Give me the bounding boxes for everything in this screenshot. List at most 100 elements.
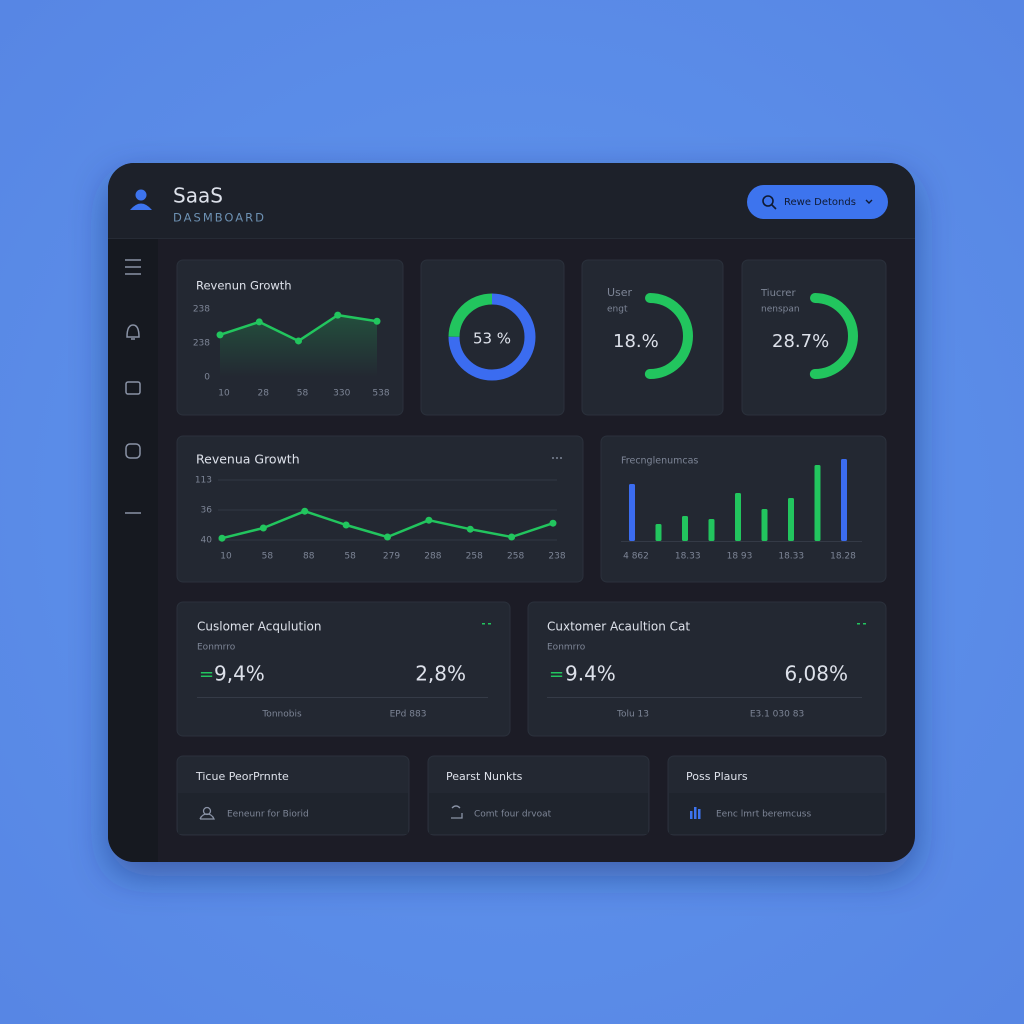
- panel-regions: [108, 163, 915, 862]
- x-tick-label: 18.33: [675, 552, 701, 562]
- tile-title: Ticue PeorPrnnte: [195, 770, 289, 783]
- line-point: [216, 331, 224, 339]
- card-acquisition: [176, 601, 511, 737]
- x-tick-label: 58: [262, 552, 274, 562]
- bell-icon[interactable]: [126, 324, 140, 340]
- bar: [841, 459, 847, 541]
- card-subtitle: Eonmrro: [547, 643, 586, 653]
- metric-sign: =: [549, 664, 564, 685]
- metric-right: 2,8%: [415, 662, 466, 686]
- metric-left: 9,4%: [214, 662, 265, 686]
- line-area: [220, 315, 377, 377]
- card-title: Frecnglenumcas: [621, 456, 698, 467]
- bar: [735, 493, 741, 541]
- tile[interactable]: Poss Plaurs Eenc lmrt beremcuss: [667, 755, 887, 836]
- card-revenue-large: [176, 435, 584, 583]
- card-title: Revenun Growth: [196, 279, 292, 293]
- x-tick-label: 4 862: [623, 552, 649, 562]
- tile-band: [429, 793, 648, 834]
- bar: [788, 498, 794, 541]
- card-subtitle: Eonmrro: [197, 643, 236, 653]
- x-tick-label: 28: [258, 389, 270, 399]
- image-icon[interactable]: [125, 381, 141, 395]
- more-icon[interactable]: [482, 623, 491, 625]
- y-tick-label: 238: [193, 339, 210, 349]
- tile-text: Comt four drvoat: [474, 810, 552, 820]
- line-point: [218, 534, 226, 542]
- x-tick-label: 58: [297, 389, 309, 399]
- x-tick-label: 58: [344, 552, 356, 562]
- more-icon[interactable]: [857, 623, 866, 625]
- button-label[interactable]: Rewe Detonds: [784, 197, 856, 208]
- line-point: [255, 318, 263, 326]
- kpi-value: 18.%: [613, 331, 659, 352]
- card-title: Revenua Growth: [196, 452, 300, 467]
- x-tick-label: 258: [466, 552, 483, 562]
- line-point: [384, 533, 391, 541]
- metric-right: 6,08%: [784, 662, 848, 686]
- y-tick-label: 36: [201, 506, 213, 516]
- x-tick-label: 238: [548, 552, 565, 562]
- y-tick-label: 113: [195, 476, 212, 486]
- card-acquisition-cost: [527, 601, 887, 737]
- card-title: Cuxtomer Acaultion Cat: [547, 620, 690, 634]
- menu-icon[interactable]: [125, 259, 141, 275]
- line-point: [549, 519, 557, 527]
- x-tick-label: 88: [303, 552, 315, 562]
- x-tick-label: 18.33: [778, 552, 804, 562]
- x-tick-label: 330: [333, 389, 350, 399]
- search-icon-handle: [771, 204, 777, 210]
- line-point: [334, 311, 342, 319]
- tile[interactable]: Pearst Nunkts Comt four drvoat: [427, 755, 650, 836]
- kpi-subtitle: nenspan: [761, 305, 800, 315]
- card-user: [581, 259, 724, 416]
- line-point: [508, 533, 516, 541]
- metric-left: 9.4%: [565, 662, 616, 686]
- x-tick-label: 18 93: [727, 552, 753, 562]
- sidebar-icons[interactable]: [125, 259, 141, 514]
- tile[interactable]: Ticue PeorPrnnte Eeneunr for Biorid: [176, 755, 410, 836]
- app-title: SaaS: [173, 184, 223, 208]
- bar: [708, 519, 715, 541]
- bar: [655, 524, 662, 541]
- x-tick-label: 538: [372, 389, 389, 399]
- line-point: [259, 524, 267, 532]
- avatar-icon: [130, 189, 152, 210]
- card-title: Cuslomer Acqulution: [197, 620, 321, 634]
- metric-foot: E3.1 030 83: [750, 710, 804, 720]
- x-tick-label: 279: [383, 552, 400, 562]
- bar: [682, 516, 688, 541]
- tile-title: Poss Plaurs: [686, 770, 748, 783]
- x-tick-label: 258: [507, 552, 524, 562]
- tile-text: Eeneunr for Biorid: [227, 810, 309, 820]
- bar: [761, 509, 768, 541]
- x-tick-label: 10: [218, 389, 230, 399]
- kpi-arc: [607, 293, 693, 379]
- refresh-icon: [451, 805, 463, 819]
- user-icon: [199, 806, 215, 820]
- chart-icon: [690, 807, 701, 819]
- kpi-title: Tiucrer: [760, 288, 796, 299]
- line-point: [301, 507, 309, 515]
- card-retention: [741, 259, 887, 416]
- tile-text: Eenc lmrt beremcuss: [716, 810, 811, 820]
- button-bg[interactable]: [747, 185, 888, 219]
- tile-band: [178, 793, 408, 834]
- donut-label: 53 %: [473, 330, 511, 348]
- chevron-icon: [865, 199, 873, 204]
- line-point: [295, 337, 302, 345]
- line-point: [373, 317, 381, 325]
- app-subtitle: DASMBOARD: [173, 211, 266, 225]
- y-tick-label: 238: [193, 305, 210, 315]
- metric-foot: EPd 883: [390, 710, 427, 720]
- more-icon[interactable]: [552, 457, 562, 459]
- line-point: [425, 516, 433, 524]
- header-button[interactable]: Rewe Detonds: [747, 185, 888, 219]
- kpi-subtitle: engt: [607, 305, 628, 315]
- tile-title: Pearst Nunkts: [446, 770, 523, 783]
- box-icon[interactable]: [125, 443, 141, 459]
- bar: [814, 465, 821, 541]
- kpi-title: User: [607, 286, 633, 299]
